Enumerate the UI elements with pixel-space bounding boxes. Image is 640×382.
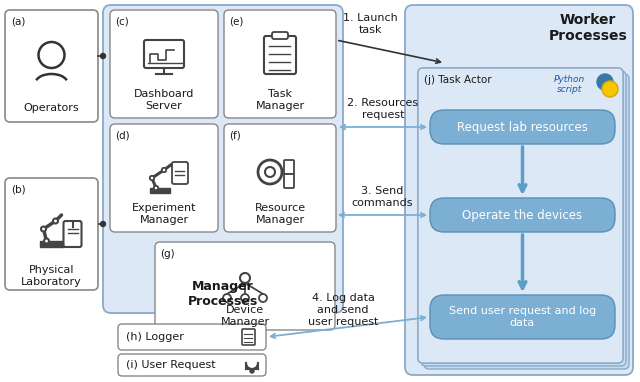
Text: (j) Task Actor: (j) Task Actor <box>424 75 492 85</box>
Text: Send user request and log
data: Send user request and log data <box>449 306 596 328</box>
Circle shape <box>602 81 618 97</box>
Text: (b): (b) <box>11 185 26 195</box>
Circle shape <box>53 219 58 223</box>
Circle shape <box>44 238 49 243</box>
Circle shape <box>265 167 275 177</box>
FancyBboxPatch shape <box>421 71 626 366</box>
Text: Experiment
Manager: Experiment Manager <box>132 203 196 225</box>
Text: Manager
Processes: Manager Processes <box>188 280 258 308</box>
FancyBboxPatch shape <box>424 74 629 369</box>
FancyBboxPatch shape <box>284 174 294 188</box>
Text: 3. Send
commands: 3. Send commands <box>352 186 413 208</box>
Circle shape <box>100 222 106 227</box>
Text: Worker
Processes: Worker Processes <box>548 13 627 43</box>
Circle shape <box>597 74 613 90</box>
Text: Request lab resources: Request lab resources <box>457 120 588 133</box>
FancyBboxPatch shape <box>5 178 98 290</box>
FancyBboxPatch shape <box>264 36 296 74</box>
Text: (h) Logger: (h) Logger <box>126 332 184 342</box>
Text: Operators: Operators <box>24 103 79 113</box>
FancyBboxPatch shape <box>118 324 266 350</box>
Text: Resource
Manager: Resource Manager <box>255 203 305 225</box>
FancyBboxPatch shape <box>418 68 623 363</box>
Circle shape <box>241 294 249 302</box>
FancyBboxPatch shape <box>430 198 615 232</box>
Text: (i) User Request: (i) User Request <box>126 360 216 370</box>
FancyBboxPatch shape <box>284 160 294 174</box>
Text: Task
Manager: Task Manager <box>255 89 305 111</box>
Text: Device
Manager: Device Manager <box>220 305 269 327</box>
Circle shape <box>154 186 158 190</box>
FancyBboxPatch shape <box>118 354 266 376</box>
Text: (c): (c) <box>115 17 129 27</box>
FancyBboxPatch shape <box>110 124 218 232</box>
FancyBboxPatch shape <box>418 68 623 363</box>
FancyBboxPatch shape <box>224 124 336 232</box>
Text: Dashboard
Server: Dashboard Server <box>134 89 194 111</box>
FancyBboxPatch shape <box>172 162 188 184</box>
Text: Physical
Laboratory: Physical Laboratory <box>21 265 82 287</box>
Text: (f): (f) <box>229 131 241 141</box>
FancyBboxPatch shape <box>405 5 633 375</box>
FancyBboxPatch shape <box>430 110 615 144</box>
Text: 4. Log data
and send
user request: 4. Log data and send user request <box>308 293 378 327</box>
FancyBboxPatch shape <box>155 242 335 330</box>
Text: Operate the devices: Operate the devices <box>463 209 582 222</box>
Bar <box>40 241 63 247</box>
Circle shape <box>223 294 231 302</box>
FancyBboxPatch shape <box>242 329 255 345</box>
Text: (d): (d) <box>115 131 130 141</box>
FancyBboxPatch shape <box>103 5 343 313</box>
FancyBboxPatch shape <box>272 32 288 39</box>
FancyBboxPatch shape <box>5 10 98 122</box>
Bar <box>150 188 170 193</box>
Circle shape <box>150 176 154 180</box>
Circle shape <box>259 294 267 302</box>
FancyBboxPatch shape <box>63 221 81 247</box>
FancyBboxPatch shape <box>110 10 218 118</box>
Circle shape <box>41 227 46 231</box>
Text: (a): (a) <box>11 17 26 27</box>
Text: (g): (g) <box>160 249 175 259</box>
Text: Python
script: Python script <box>554 75 585 94</box>
Circle shape <box>250 369 254 373</box>
Text: 1. Launch
task: 1. Launch task <box>343 13 398 35</box>
Text: (e): (e) <box>229 17 243 27</box>
Circle shape <box>162 168 166 172</box>
FancyBboxPatch shape <box>430 295 615 339</box>
FancyBboxPatch shape <box>144 40 184 68</box>
Circle shape <box>240 273 250 283</box>
FancyBboxPatch shape <box>224 10 336 118</box>
Circle shape <box>100 53 106 58</box>
Text: 2. Resources
request: 2. Resources request <box>348 98 419 120</box>
